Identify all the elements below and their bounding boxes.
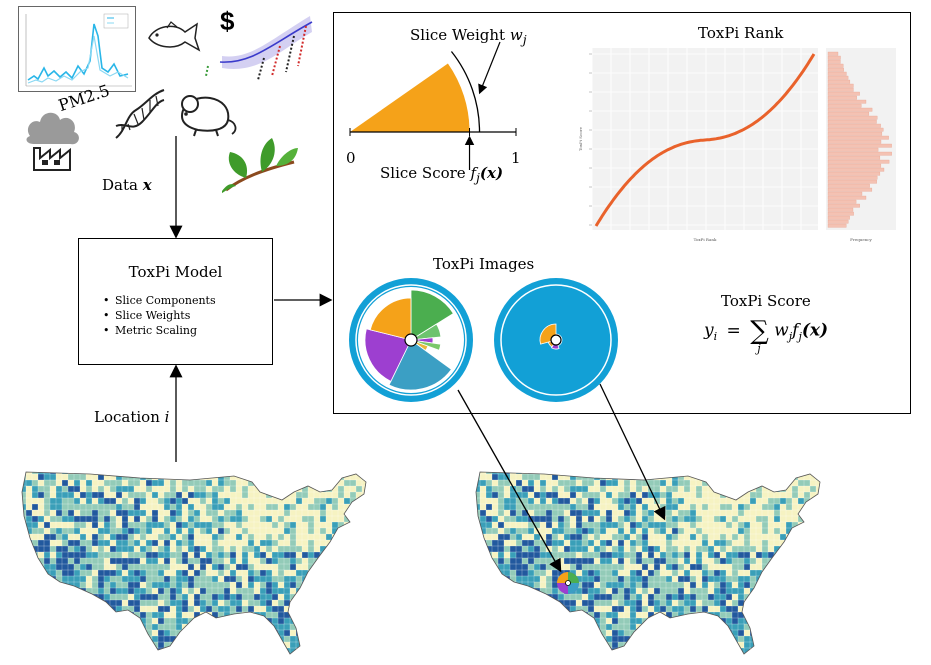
toxpi-ring-line [355,284,467,396]
rank-axis-ticks [589,53,592,226]
hist-xlabel: Frequency [850,237,872,242]
toxpi-image-small [494,278,618,402]
rank-xlabel: ToxPi Rank [694,237,717,242]
mouse-icon [180,95,237,137]
toxpi-center-dot [404,333,418,347]
toxpi-rank-chart: ToxPi Rank ToxPi Score Frequency [578,48,896,242]
rank-chart-title: ToxPi Rank [698,24,784,42]
toxpi-model-box: ToxPi Model Slice Components Slice Weigh… [78,238,273,365]
summation-symbol: ∑ [750,316,769,346]
fish-icon [148,21,201,52]
model-item-metric-scaling: Metric Scaling [103,323,216,338]
toxpi-images-title: ToxPi Images [433,255,535,273]
model-item-slice-components: Slice Components [103,293,216,308]
toxpi-score-title: ToxPi Score [721,292,811,310]
toxpi-score-formula: yi = ∑ j wjfj(x) [704,316,829,355]
model-item-slice-weights: Slice Weights [103,308,216,323]
us-county-map-right [475,471,821,655]
toxpi-slices [364,289,454,391]
score-axis-min-label: 0 [346,149,356,167]
toxpi-slice [369,297,412,341]
rank-ylabel: ToxPi Score [578,126,583,151]
weight-arc [450,51,481,133]
slice-weight-diagram [349,41,517,170]
dollar-sign-icon: $ [220,6,235,36]
dose-response-curves-icon [205,16,313,81]
location-variable: i [164,408,170,426]
us-outline [475,471,821,655]
toxpi-slice [364,328,412,382]
data-label: Data x [102,176,152,194]
location-label: Location i [94,408,170,426]
data-variable: x [142,176,152,194]
us-outline [21,471,367,655]
us-county-map-left [21,471,367,655]
slice-score-label: Slice Score fj(x) [380,164,504,185]
model-component-list: Slice Components Slice Weights Metric Sc… [103,293,216,338]
model-title: ToxPi Model [128,263,223,281]
rank-curve [594,53,816,227]
toxpi-slice [410,323,442,341]
time-series-chart-icon [18,6,136,92]
plant-leaves-icon [222,138,298,194]
slice-weight-label: Slice Weight wj [410,26,527,47]
score-axis-max-label: 1 [511,149,521,167]
weight-arrow [478,41,501,95]
dna-helix-icon [115,89,165,139]
map-toxpi-marker [557,572,579,594]
factory-smoke-icon [26,112,79,171]
histogram-bars [827,51,892,228]
toxpi-image-full [349,278,473,402]
slice-wedge [350,63,470,132]
toxpi-slice [410,289,454,341]
toxpi-slice [388,339,453,391]
